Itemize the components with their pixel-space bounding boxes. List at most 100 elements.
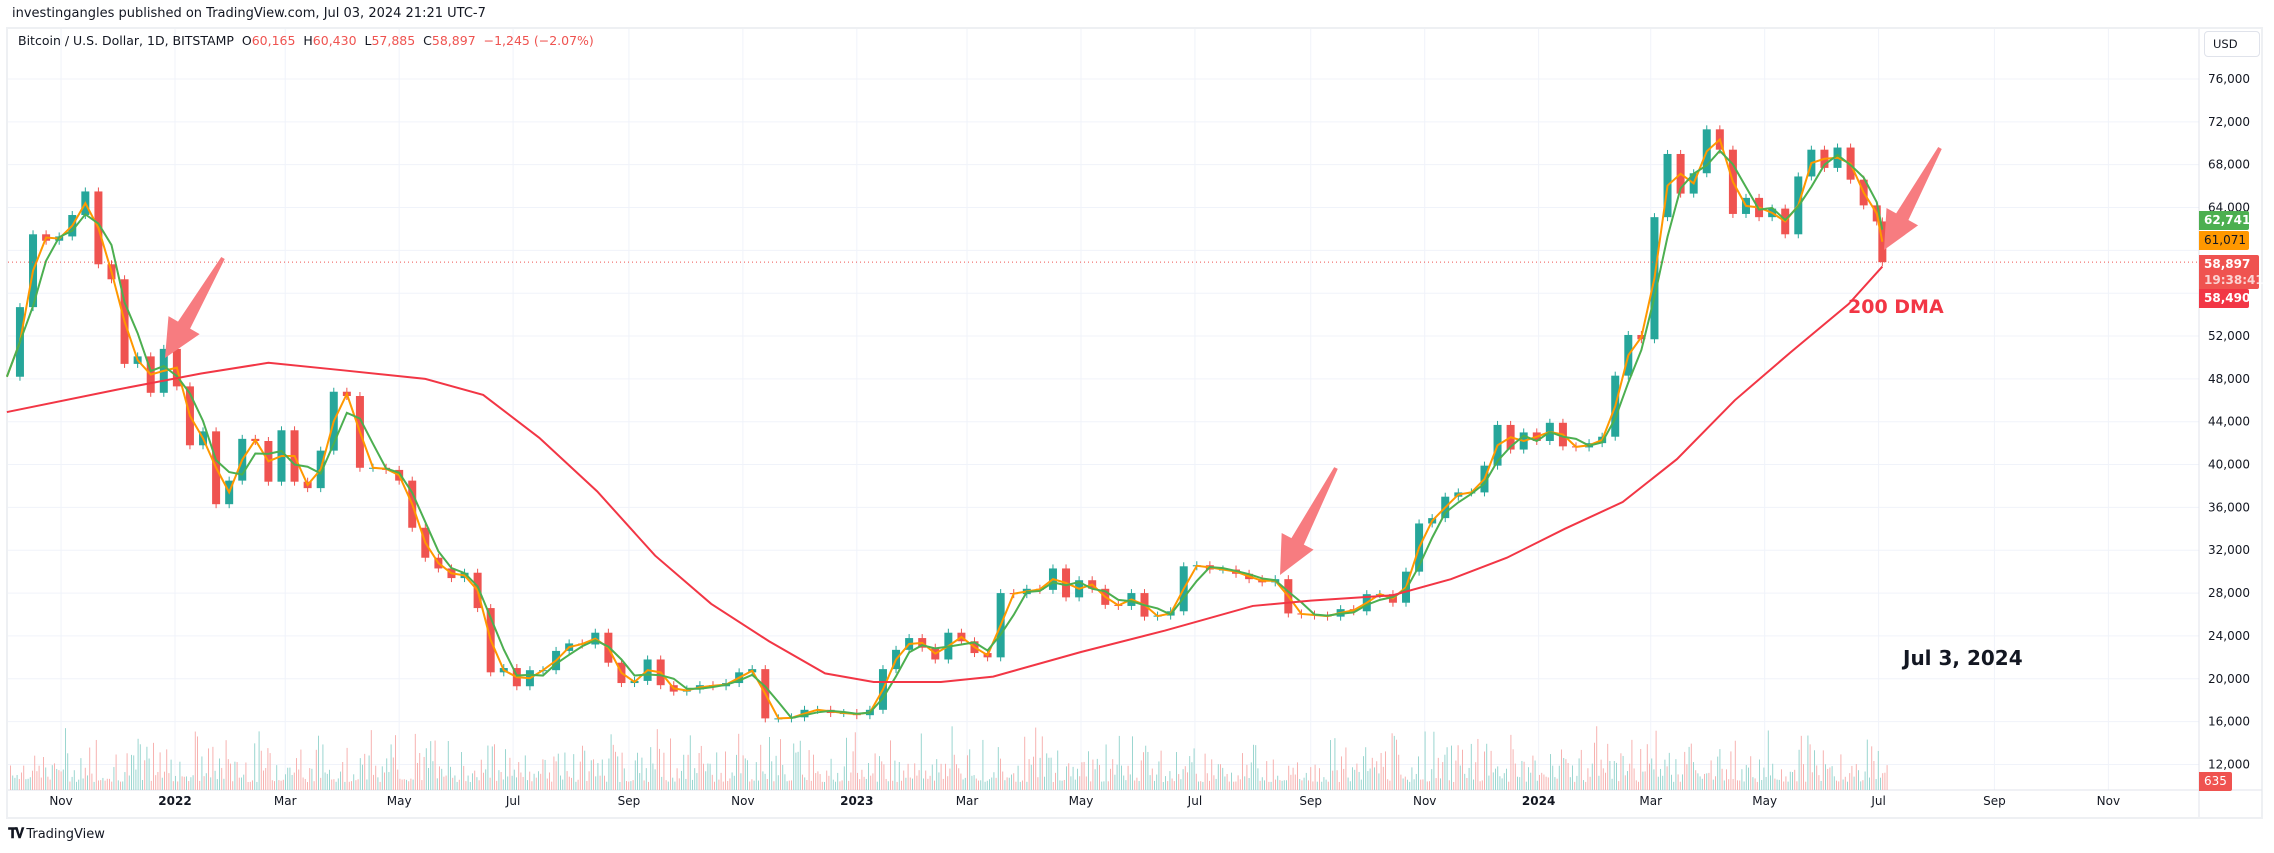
volume-bar [150,780,152,790]
volume-bar [1864,771,1866,790]
volume-bar [10,765,11,790]
volume-bar [714,781,715,790]
volume-bar [1325,779,1327,790]
volume-bar [133,755,135,790]
volume-bar [62,769,64,790]
volume-bar [1180,779,1182,790]
volume-bar [1404,776,1406,790]
volume-bar [1739,780,1741,790]
volume-bar [942,778,944,790]
volume-bar [621,752,623,790]
volume-bar [1618,781,1620,790]
volume-bar [1173,781,1175,790]
volume-bar [285,774,286,790]
volume-bar [645,768,647,790]
volume-bar [36,771,38,790]
volume-bar [634,760,636,790]
volume-bar [1596,726,1598,790]
volume-bar [1561,749,1562,790]
volume-bar [194,731,196,790]
volume-bar [1880,777,1881,790]
volume-bar [920,733,922,790]
volume-bar [1347,777,1349,790]
volume-bar [406,779,407,790]
volume-bar [791,780,792,790]
volume-bar [232,781,234,790]
volume-bar [1248,777,1250,790]
volume-bar [936,759,938,790]
volume-bar [1041,736,1043,790]
close-value: 58,897 [431,33,476,48]
volume-bar [997,747,999,790]
tradingview-logo[interactable]: 𝐓𝐕 TradingView [8,826,105,842]
volume-bar [1737,780,1738,790]
volume-bar [403,779,405,790]
volume-bar [828,775,830,790]
volume-bar [925,770,927,790]
volume-bar [1114,774,1116,790]
volume-bar [269,753,271,790]
volume-bar [236,762,238,790]
volume-bar [839,781,841,790]
volume-bar [498,770,500,790]
volume-bar [1574,781,1576,790]
volume-bar [848,780,850,790]
volume-bar [1875,779,1877,790]
volume-bar [208,748,209,790]
volume-bar [23,765,25,790]
high-value: 60,430 [312,33,357,48]
volume-bar [456,781,458,790]
low-label: L [364,33,372,48]
volume-bar [1684,751,1686,790]
volume-bar [397,769,399,790]
volume-bar [1481,780,1483,790]
volume-bar [337,778,339,790]
volume-bar [1187,772,1188,790]
x-tick-label: Mar [956,794,979,808]
volume-bar [280,780,282,790]
volume-bar [1147,751,1149,790]
volume-bar [318,735,319,790]
volume-bar [1343,768,1345,790]
volume-bar [1191,762,1193,790]
volume-bar [357,779,359,790]
volume-bar [661,776,663,790]
volume-bar [302,777,304,790]
volume-bar [1814,750,1815,790]
volume-bar [324,772,326,790]
volume-bar [168,773,170,790]
date-annotation: Jul 3, 2024 [1903,646,2023,670]
volume-bar [1378,773,1380,790]
volume-bar [678,778,680,790]
volume-bar [1279,780,1281,790]
volume-bar [1235,781,1237,790]
volume-bar [670,738,671,790]
y-tick-label: 68,000 [2208,158,2250,172]
volume-bar [1204,753,1206,790]
volume-bar [491,746,493,790]
volume-bar [672,777,674,790]
volume-bar [540,773,542,790]
volume-bar [1048,757,1050,790]
volume-bar [282,779,284,790]
volume-bar [764,773,766,790]
volume-bar [938,772,940,790]
volume-bar [1600,759,1602,790]
currency-button[interactable]: USD [2204,31,2260,57]
volume-bar [1000,758,1001,790]
volume-bar [89,747,91,790]
volume-bar [1017,765,1019,790]
volume-bar [1085,776,1087,790]
volume-bar [313,781,315,790]
volume-bar [326,773,328,790]
volume-bar [876,781,878,790]
volume-bar [1312,781,1314,790]
volume-bar [1523,761,1525,790]
volume-bar [1231,772,1232,790]
volume-bar [608,758,610,790]
volume-bar [1107,781,1109,790]
volume-bar [388,772,390,790]
volume-bar [520,772,522,790]
symbol-name[interactable]: Bitcoin / U.S. Dollar, 1D, BITSTAMP [18,33,234,48]
